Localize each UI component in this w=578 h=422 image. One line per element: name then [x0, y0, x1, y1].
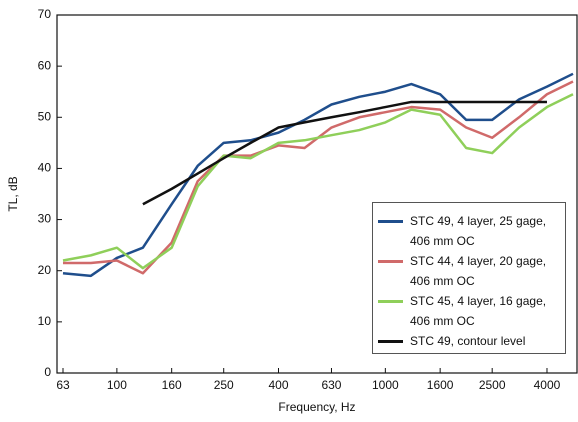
y-tick-label: 70 — [38, 7, 52, 21]
legend-swatch — [378, 260, 403, 263]
y-axis-label: TL, dB — [6, 176, 20, 211]
y-tick-label: 60 — [38, 58, 52, 72]
legend-label: STC 49, contour level — [410, 334, 526, 348]
x-tick-label: 2500 — [479, 378, 506, 392]
legend-swatch — [378, 220, 403, 223]
x-tick-label: 63 — [56, 378, 70, 392]
legend-label: STC 45, 4 layer, 16 gage, 406 mm OC — [410, 294, 547, 328]
x-tick-label: 160 — [162, 378, 182, 392]
x-tick-label: 1000 — [372, 378, 399, 392]
series-line — [62, 72, 574, 278]
legend-swatch — [378, 340, 403, 343]
series-line — [62, 93, 574, 270]
y-tick-label: 20 — [38, 263, 52, 277]
x-tick-label: 250 — [214, 378, 234, 392]
legend-label: STC 44, 4 layer, 20 gage, 406 mm OC — [410, 254, 547, 288]
x-tick-label: 400 — [268, 378, 288, 392]
legend-label: STC 49, 4 layer, 25 gage, 406 mm OC — [410, 214, 547, 248]
y-tick-label: 10 — [38, 314, 52, 328]
x-tick-label: 4000 — [534, 378, 561, 392]
y-tick-label: 40 — [38, 161, 52, 175]
x-tick-label: 100 — [107, 378, 127, 392]
x-axis-label: Frequency, Hz — [278, 400, 355, 414]
y-tick-label: 0 — [44, 365, 51, 379]
y-tick-label: 50 — [38, 109, 52, 123]
series-line — [142, 100, 547, 206]
legend-item: STC 49, 4 layer, 25 gage, 406 mm OC — [373, 211, 562, 251]
legend-item: STC 44, 4 layer, 20 gage, 406 mm OC — [373, 251, 562, 291]
legend-item: STC 45, 4 layer, 16 gage, 406 mm OC — [373, 291, 562, 331]
legend: STC 49, 4 layer, 25 gage, 406 mm OC STC 4… — [372, 202, 566, 354]
x-tick-label: 630 — [321, 378, 341, 392]
legend-swatch — [378, 300, 403, 303]
y-tick-label: 30 — [38, 212, 52, 226]
x-tick-label: 1600 — [427, 378, 454, 392]
legend-item: STC 49, contour level — [373, 331, 562, 351]
